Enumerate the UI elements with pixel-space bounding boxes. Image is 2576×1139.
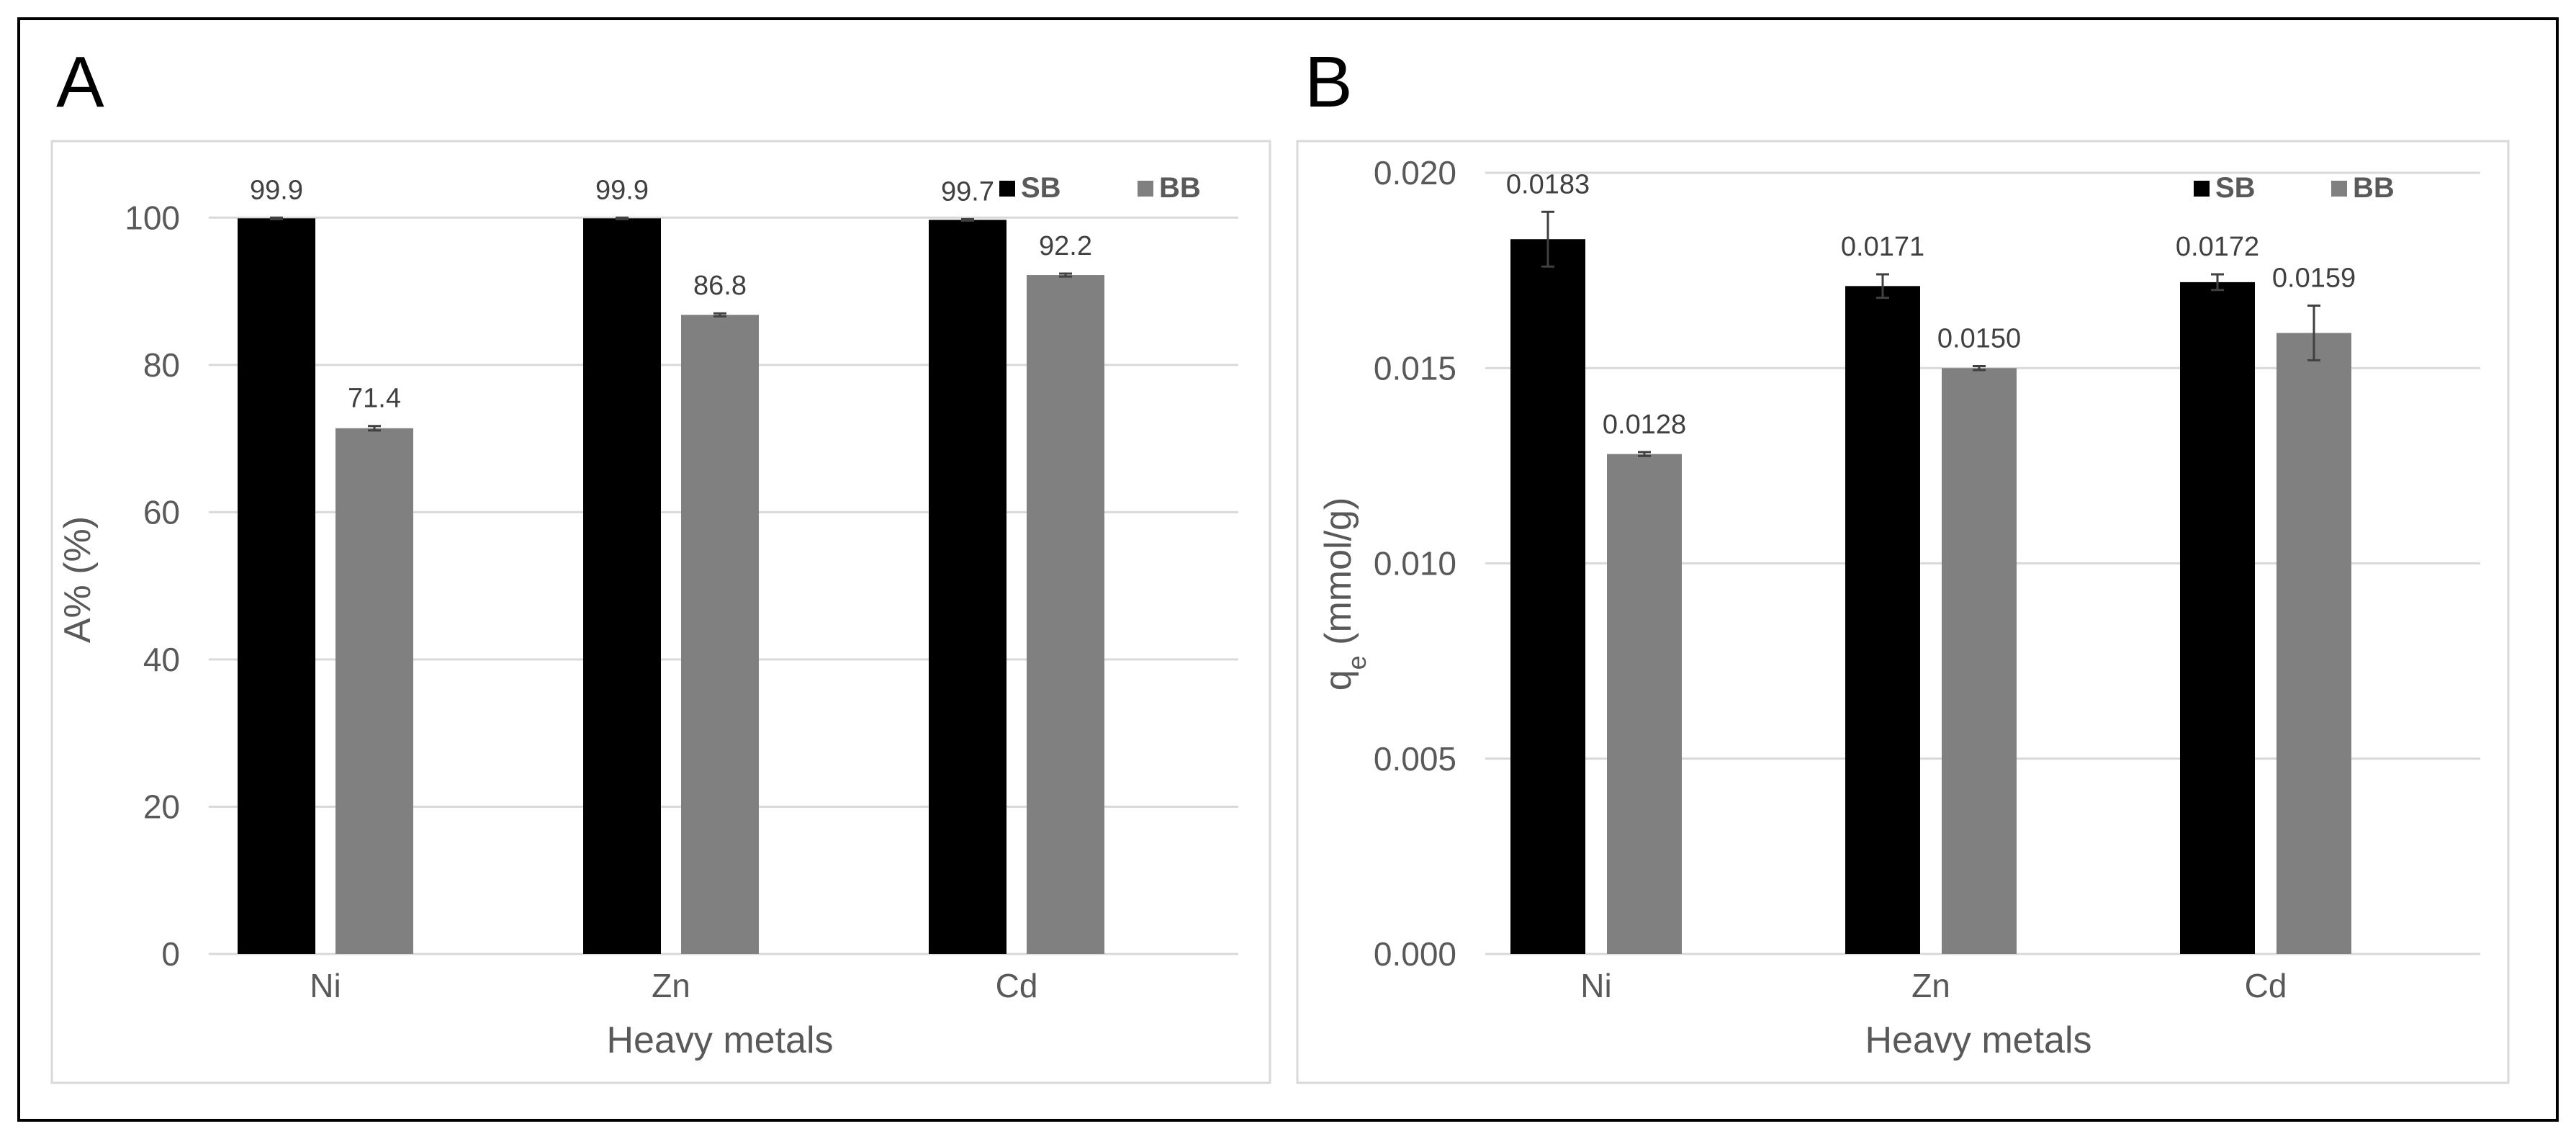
y-tick-label: 0.005: [1374, 740, 1456, 778]
panel-letter: A: [56, 42, 104, 122]
data-label: 99.9: [250, 175, 303, 205]
panel-b: B 0.000 0.005 0.010 0.015 0.020 0.0183 0.0128 Ni…: [1296, 42, 2510, 1084]
legend-label-bb: BB: [1159, 172, 1201, 204]
x-tick-label: Cd: [2245, 967, 2287, 1004]
data-label: 0.0128: [1603, 410, 1686, 440]
y-axis-title-sub: e: [1342, 655, 1372, 670]
y-axis-title: qe (mmol/g): [1318, 498, 1372, 691]
y-axis-title: A% (%): [57, 516, 99, 643]
legend-swatch-bb: [1138, 181, 1153, 197]
data-label: 86.8: [693, 271, 747, 301]
bar-bb-cd: [2276, 333, 2351, 954]
y-tick-label: 0.015: [1374, 349, 1456, 387]
legend-label-sb: SB: [1021, 172, 1061, 204]
y-tick-label: 0: [161, 935, 180, 973]
bar-sb-cd: [2180, 282, 2255, 954]
bar-bb-ni: [1607, 454, 1682, 954]
data-label: 0.0171: [1841, 232, 1924, 262]
panel-frame: [50, 140, 1271, 1084]
panel-letter: B: [1305, 42, 1353, 122]
x-tick-label: Zn: [1911, 967, 1950, 1004]
y-tick-label: 60: [143, 493, 180, 531]
y-tick-label: 80: [143, 346, 180, 384]
bar-bb-ni: [335, 428, 413, 954]
data-label: 99.7: [941, 176, 994, 207]
legend-label-bb: BB: [2353, 172, 2395, 204]
x-axis-title: Heavy metals: [1865, 1019, 2092, 1061]
x-tick-label: Ni: [310, 967, 341, 1004]
legend-label-sb: SB: [2215, 172, 2256, 204]
data-label: 71.4: [348, 384, 401, 414]
panel-a: A 0 20 40 60 80 100 99.9 71.4 Ni 99.9 86.8 Zn 99.7 92.…: [50, 42, 1271, 1084]
y-axis-title-unit: (mmol/g): [1318, 498, 1359, 656]
y-tick-label: 40: [143, 641, 180, 678]
bar-sb-zn: [1845, 286, 1920, 954]
x-tick-label: Cd: [996, 967, 1038, 1004]
y-tick-label: 0.010: [1374, 545, 1456, 582]
bar-sb-ni: [238, 218, 315, 955]
bar-bb-zn: [1942, 368, 2017, 954]
data-label: 99.9: [595, 175, 649, 205]
bar-sb-zn: [583, 218, 661, 955]
legend-swatch-sb: [999, 181, 1015, 197]
bar-bb-zn: [681, 315, 759, 955]
y-tick-label: 0.000: [1374, 935, 1456, 973]
data-label: 0.0183: [1506, 169, 1590, 199]
bar-sb-ni: [1510, 239, 1585, 955]
data-label: 0.0150: [1937, 324, 2021, 354]
panel-frame: [1296, 140, 2510, 1084]
x-axis-title: Heavy metals: [607, 1019, 834, 1061]
legend-swatch-bb: [2331, 181, 2347, 197]
bar-sb-cd: [929, 220, 1006, 954]
legend-swatch-sb: [2194, 181, 2210, 197]
outer-border: [17, 17, 2559, 1122]
x-tick-label: Zn: [652, 967, 690, 1004]
data-label: 0.0172: [2176, 232, 2259, 262]
y-tick-label: 0.020: [1374, 154, 1456, 192]
y-axis-title-main: q: [1318, 670, 1359, 690]
data-label: 92.2: [1039, 231, 1092, 261]
y-tick-label: 100: [125, 199, 180, 236]
x-tick-label: Ni: [1580, 967, 1611, 1004]
data-label: 0.0159: [2272, 263, 2356, 293]
panels: A 0 20 40 60 80 100 99.9 71.4 Ni 99.9 86.8 Zn 99.7 92.…: [50, 42, 2510, 1084]
bar-bb-cd: [1027, 275, 1104, 955]
y-tick-label: 20: [143, 788, 180, 825]
